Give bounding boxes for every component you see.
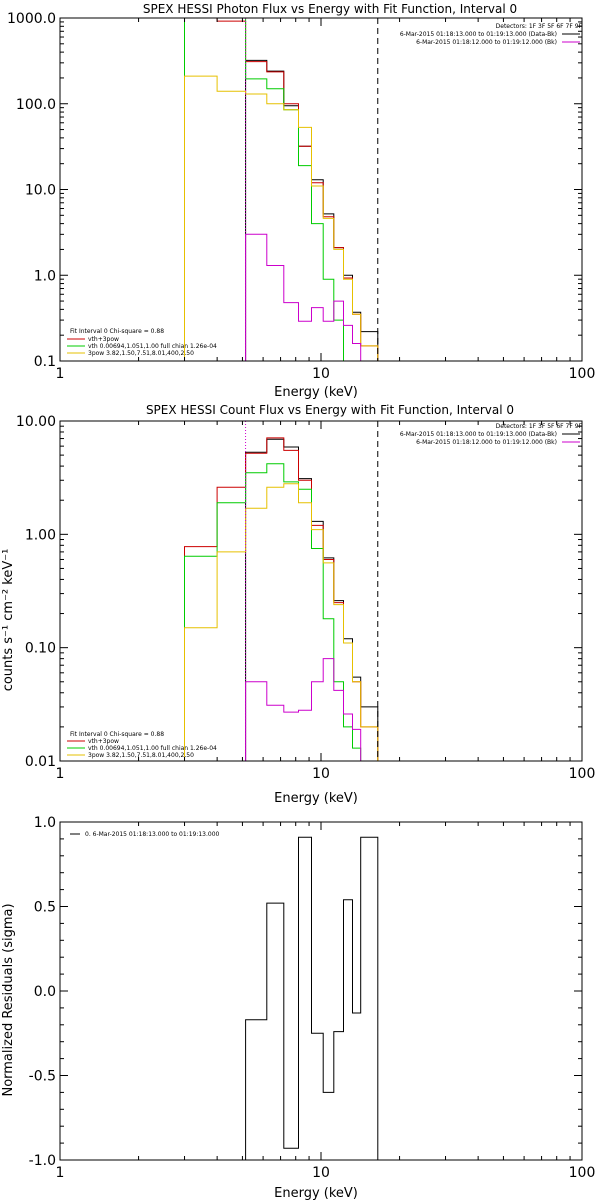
chart1-legend-vth: vth 0.00694,1.051,1.00 full chian 1.26e-…	[88, 343, 217, 350]
chart2-xtick-label: 10	[312, 766, 330, 782]
chart2-legend-vth3pow: vth+3pow	[88, 738, 119, 745]
chart1-series-yellow	[184, 75, 379, 361]
chart2-xtick-label: 1	[56, 766, 65, 782]
chart1-legend-bk: 6-Mar-2015 01:18:12.000 to 01:19:12.000 …	[416, 39, 557, 46]
chart1-ytick-label: 1000.0	[7, 11, 56, 27]
chart1-xlabel: Energy (keV)	[274, 385, 358, 400]
chart1-title: SPEX HESSI Photon Flux vs Energy with Fi…	[143, 2, 517, 16]
chart1-ytick-label: 0.1	[34, 354, 56, 370]
chart1-xtick-label: 1	[56, 366, 65, 382]
chart1-legend-detectors: Detectors: 1F 3F 5F 6F 7F 9F	[496, 23, 583, 30]
chart1-legend-fit: Fit Interval 0 Chi-square = 0.88	[70, 328, 164, 335]
chart3-ytick-label: 1.0	[34, 815, 56, 831]
chart2-legend-3pow: 3pow 3.82,1.50,7.51,8.01,400,2.50	[88, 752, 194, 759]
chart2-xlabel: Energy (keV)	[274, 791, 358, 806]
chart3-xlabel: Energy (keV)	[274, 1186, 358, 1200]
chart1-xtick-label: 10	[312, 366, 330, 382]
chart1-xtick-label: 100	[569, 366, 596, 382]
chart2-ylabel: counts s⁻¹ cm⁻² keV⁻¹	[1, 549, 16, 692]
chart3-ytick-label: -0.5	[29, 1069, 56, 1085]
chart2-xtick-label: 100	[569, 766, 596, 782]
chart1-legend-vth3pow: vth+3pow	[88, 336, 119, 343]
chart1-legend-3pow: 3pow 3.82,1.50,7.51,8.01,400,2.50	[88, 350, 194, 357]
chart3-xtick-label: 10	[312, 1165, 330, 1181]
chart2-series-magenta	[245, 658, 362, 761]
chart3-ytick-label: 0.5	[34, 900, 56, 916]
chart2-legend-fit: Fit Interval 0 Chi-square = 0.88	[70, 731, 164, 738]
chart1-legend-data: 6-Mar-2015 01:18:13.000 to 01:19:13.000 …	[400, 31, 557, 38]
chart2-legend-vth: vth 0.00694,1.051,1.00 full chian 1.26e-…	[88, 745, 217, 752]
chart2-ytick-label: 1.00	[25, 527, 56, 543]
chart3-legend: 0. 6-Mar-2015 01:18:13.000 to 01:19:13.0…	[85, 831, 220, 838]
chart1-ytick-label: 10.0	[25, 183, 56, 199]
chart3-ytick-label: 0.0	[34, 984, 56, 1000]
chart3-xtick-label: 1	[56, 1165, 65, 1181]
chart2-legend-detectors: Detectors: 1F 3F 5F 6F 7F 9F	[496, 423, 583, 430]
chart1-series-magenta	[245, 233, 362, 361]
chart3-series-black	[245, 836, 379, 1160]
chart2-series-yellow	[184, 483, 379, 761]
chart1-ytick-label: 100.0	[16, 97, 56, 113]
chart2-legend-bk: 6-Mar-2015 01:18:12.000 to 01:19:12.000 …	[416, 439, 557, 446]
chart3-ylabel: Normalized Residuals (sigma)	[1, 903, 16, 1096]
chart2-title: SPEX HESSI Count Flux vs Energy with Fit…	[146, 403, 514, 417]
chart2-ytick-label: 0.01	[25, 754, 56, 770]
chart2-ytick-label: 10.00	[16, 414, 56, 430]
chart2-legend-data: 6-Mar-2015 01:18:13.000 to 01:19:13.000 …	[400, 431, 557, 438]
chart2-ytick-label: 0.10	[25, 641, 56, 657]
chart1-ytick-label: 1.0	[34, 268, 56, 284]
chart3-ytick-label: -1.0	[29, 1153, 56, 1169]
chart3-xtick-label: 100	[569, 1165, 596, 1181]
